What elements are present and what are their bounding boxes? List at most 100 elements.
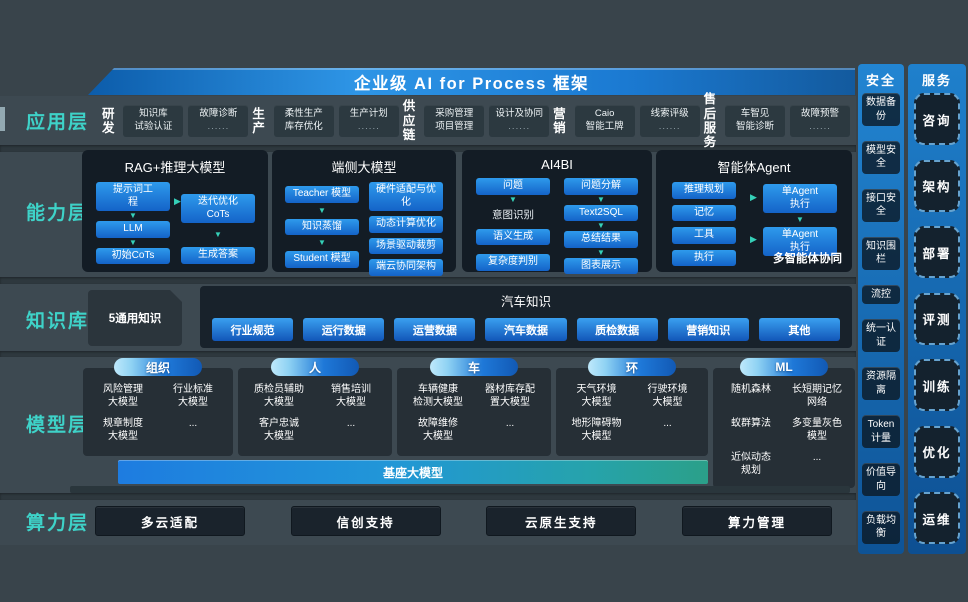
application-row: 研发 知识库 试验认证 故障诊断 ...... 生产 柔性生产 库存优化 生产计… bbox=[98, 92, 851, 149]
security-item: 负载均衡 bbox=[862, 510, 900, 544]
flow-box: Student 模型 bbox=[285, 251, 359, 268]
security-item: 流控 bbox=[862, 284, 900, 305]
app-group-name: 售后 服务 bbox=[703, 92, 717, 150]
panel-title: RAG+推理大模型 bbox=[124, 160, 226, 175]
capability-panel-agent: 智能体Agent 推理规划 记忆 工具 执行 单Agent 执行 ▼ 单Agen… bbox=[656, 150, 852, 272]
arrow-down-icon: ▼ bbox=[597, 221, 605, 230]
layer-divider bbox=[0, 493, 856, 500]
layer-label-capability: 能力层 bbox=[26, 203, 90, 224]
app-box-line: 生产计划 bbox=[349, 108, 388, 120]
arrow-down-icon: ▼ bbox=[509, 194, 517, 204]
model-group-environment: 环 天气环境 大模型 行驶环境 大模型 地形障碍物 大模型 ... bbox=[556, 358, 708, 456]
flow-box: Teacher 模型 bbox=[285, 186, 359, 203]
model-item: 行驶环境 大模型 bbox=[647, 384, 688, 408]
capability-panel-edge-model: 端侧大模型 Teacher 模型 ▼ 知识蒸馏 ▼ Student 模型 硬件适… bbox=[272, 150, 456, 276]
knowledge-chip: 营销知识 bbox=[667, 318, 749, 341]
compute-box: 云原生支持 bbox=[486, 506, 637, 536]
app-box: 生产计划 ...... bbox=[338, 105, 399, 137]
model-item: 行业标准 大模型 bbox=[173, 384, 213, 408]
model-pill: 人 bbox=[271, 358, 359, 376]
model-item: ... bbox=[812, 452, 822, 463]
app-box: 设计及协同 ...... bbox=[489, 105, 550, 137]
app-box-line: 柔性生产 bbox=[284, 108, 323, 120]
app-box-line: ...... bbox=[508, 121, 531, 132]
security-item: 知识围栏 bbox=[862, 236, 900, 270]
services-item: 咨询 bbox=[914, 93, 960, 145]
app-box-line: 智能工牌 bbox=[585, 121, 624, 132]
app-box-line: 车智见 bbox=[740, 108, 770, 120]
model-item: ... bbox=[663, 418, 672, 429]
app-box: 故障预警 ...... bbox=[790, 105, 851, 137]
app-box: 柔性生产 库存优化 bbox=[273, 105, 334, 137]
app-group-supply-chain: 供应 链 采购管理 项目管理 设计及协同 ...... bbox=[399, 99, 550, 142]
app-box-line: ...... bbox=[357, 121, 380, 132]
model-item: 蚁群算法 bbox=[731, 418, 771, 429]
model-item: 长短期记忆 网络 bbox=[792, 384, 842, 408]
app-box-line: 库存优化 bbox=[284, 121, 323, 132]
security-column: 安全 数据备份 模型安全 接口安全 知识围栏 流控 统一认证 资源隔离 Toke… bbox=[858, 64, 904, 554]
flow-box: 执行 bbox=[672, 249, 736, 266]
flow-box: 问题分解 bbox=[564, 178, 638, 195]
model-item: 地形障碍物 大模型 bbox=[571, 418, 622, 442]
capability-panel-ai4bi: AI4BI 问题 ▼ 意图识别 语义生成 复杂度判别 问题分解 ▼ Text2S… bbox=[462, 150, 652, 274]
knowledge-chip-row: 行业规范 运行数据 运营数据 汽车数据 质检数据 营销知识 其他 bbox=[212, 318, 840, 341]
arrow-down-icon: ▼ bbox=[796, 215, 804, 224]
app-box-line: 知识库 bbox=[139, 108, 168, 120]
app-group-production: 生产 柔性生产 库存优化 生产计划 ...... bbox=[248, 105, 399, 137]
model-group-vehicle: 车 车辆健康 检测大模型 器材库存配 置大模型 故障维修 大模型 ... bbox=[397, 358, 551, 456]
model-pill: 组织 bbox=[114, 358, 202, 376]
security-item: 数据备份 bbox=[862, 93, 900, 126]
model-item: 车辆健康 检测大模型 bbox=[413, 384, 463, 408]
compute-box: 算力管理 bbox=[681, 506, 832, 536]
services-item: 优化 bbox=[914, 425, 960, 478]
model-item: 质检员辅助 大模型 bbox=[254, 384, 304, 408]
flow-box: 提示词工 程 bbox=[96, 182, 170, 211]
layer-divider bbox=[0, 145, 856, 152]
model-item: 随机森林 bbox=[731, 384, 771, 395]
services-item: 运维 bbox=[914, 492, 960, 544]
app-group-marketing: 营销 Caio 智能工牌 线索评级 ...... bbox=[549, 105, 700, 137]
base-model-shelf bbox=[70, 486, 850, 493]
flow-box: 场景驱动裁剪 bbox=[369, 237, 443, 254]
arrow-right-icon: ▶ bbox=[174, 196, 181, 206]
model-item: ... bbox=[346, 418, 356, 429]
model-item: 销售培训 大模型 bbox=[331, 384, 371, 408]
services-item: 评测 bbox=[914, 292, 960, 345]
flow-box: 复杂度判别 bbox=[476, 254, 550, 271]
app-group-aftersales: 售后 服务 车智见 智能诊断 故障预警 ...... bbox=[700, 92, 851, 150]
flow-box: 问题 bbox=[476, 178, 550, 195]
app-box-line: 线索评级 bbox=[650, 108, 689, 120]
security-item: 模型安全 bbox=[862, 140, 900, 174]
app-box-line: Caio bbox=[594, 108, 615, 120]
panel-title: 智能体Agent bbox=[717, 160, 791, 175]
capability-panel-rag: RAG+推理大模型 提示词工 程 ▼ LLM ▼ 初始CoTs 迭代优化 CoT… bbox=[82, 150, 268, 272]
flow-box: 迭代优化 CoTs bbox=[181, 194, 255, 223]
flow-box: 图表展示 bbox=[564, 257, 638, 274]
model-group-people: 人 质检员辅助 大模型 销售培训 大模型 客户忠诚 大模型 ... bbox=[238, 358, 392, 456]
app-box: 采购管理 项目管理 bbox=[424, 105, 485, 137]
knowledge-chip: 运营数据 bbox=[394, 318, 476, 341]
arrow-down-icon: ▼ bbox=[214, 230, 222, 239]
model-item: 规章制度 大模型 bbox=[103, 418, 143, 442]
knowledge-chip: 质检数据 bbox=[576, 318, 658, 341]
flow-box: 推理规划 bbox=[672, 182, 736, 199]
knowledge-chip: 汽车数据 bbox=[485, 318, 567, 341]
flow-box: 硬件适配与优 化 bbox=[369, 182, 443, 211]
security-title: 安全 bbox=[865, 73, 896, 88]
layer-label-knowledge: 知识库 bbox=[26, 311, 90, 332]
model-item: 近似动态 规划 bbox=[731, 452, 771, 476]
model-item: 客户忠诚 大模型 bbox=[259, 418, 299, 442]
services-title: 服务 bbox=[921, 73, 952, 88]
model-pill: 环 bbox=[588, 358, 676, 376]
layer-label-model: 模型层 bbox=[26, 415, 90, 436]
app-box-line: ...... bbox=[658, 121, 681, 132]
flow-box: 单Agent 执行 bbox=[763, 227, 837, 256]
knowledge-chip: 运行数据 bbox=[303, 318, 385, 341]
flow-box: 初始CoTs bbox=[96, 247, 170, 264]
flow-box: 生成答案 bbox=[181, 247, 255, 264]
model-pill: ML bbox=[740, 358, 828, 376]
knowledge-panel: 汽车知识 行业规范 运行数据 运营数据 汽车数据 质检数据 营销知识 其他 bbox=[200, 286, 852, 348]
services-column: 服务 咨询 架构 部署 评测 训练 优化 运维 bbox=[908, 64, 966, 554]
flow-box: 记忆 bbox=[672, 204, 736, 221]
compute-box: 信创支持 bbox=[290, 506, 441, 536]
